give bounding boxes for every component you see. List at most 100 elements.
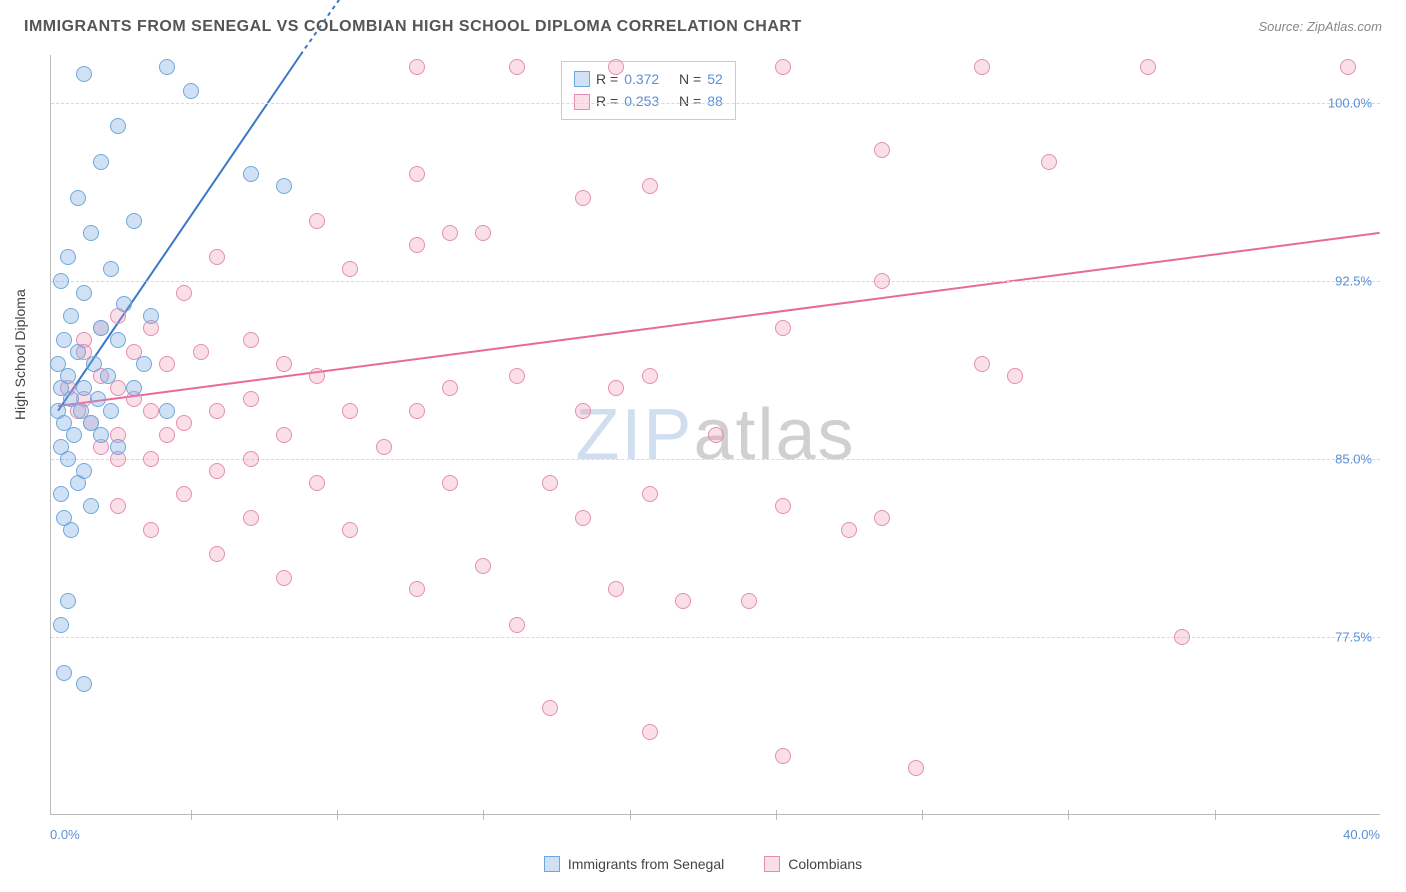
point-colombians bbox=[874, 142, 890, 158]
point-senegal bbox=[76, 66, 92, 82]
point-senegal bbox=[56, 332, 72, 348]
point-senegal bbox=[110, 439, 126, 455]
point-colombians bbox=[1007, 368, 1023, 384]
point-colombians bbox=[243, 332, 259, 348]
point-senegal bbox=[53, 486, 69, 502]
point-senegal bbox=[159, 59, 175, 75]
point-colombians bbox=[176, 285, 192, 301]
x-axis-end: 40.0% bbox=[1343, 827, 1380, 842]
point-senegal bbox=[110, 332, 126, 348]
point-colombians bbox=[176, 415, 192, 431]
point-colombians bbox=[1140, 59, 1156, 75]
point-colombians bbox=[675, 593, 691, 609]
point-colombians bbox=[159, 427, 175, 443]
x-tick bbox=[1215, 810, 1216, 820]
point-colombians bbox=[475, 225, 491, 241]
x-tick bbox=[922, 810, 923, 820]
y-tick-label: 85.0% bbox=[1335, 451, 1372, 466]
legend-item-colombians: Colombians bbox=[764, 856, 862, 872]
point-colombians bbox=[342, 261, 358, 277]
point-colombians bbox=[209, 463, 225, 479]
y-tick-label: 100.0% bbox=[1328, 95, 1372, 110]
point-senegal bbox=[90, 391, 106, 407]
point-colombians bbox=[775, 498, 791, 514]
point-senegal bbox=[103, 403, 119, 419]
point-senegal bbox=[63, 522, 79, 538]
point-colombians bbox=[874, 510, 890, 526]
point-senegal bbox=[60, 593, 76, 609]
point-colombians bbox=[1041, 154, 1057, 170]
point-colombians bbox=[642, 178, 658, 194]
point-senegal bbox=[136, 356, 152, 372]
point-colombians bbox=[342, 403, 358, 419]
y-axis-label: High School Diploma bbox=[12, 289, 28, 420]
point-senegal bbox=[126, 380, 142, 396]
point-colombians bbox=[575, 403, 591, 419]
point-colombians bbox=[708, 427, 724, 443]
point-colombians bbox=[1174, 629, 1190, 645]
x-axis-start: 0.0% bbox=[50, 827, 80, 842]
point-senegal bbox=[66, 427, 82, 443]
point-colombians bbox=[542, 700, 558, 716]
point-colombians bbox=[775, 320, 791, 336]
point-colombians bbox=[143, 451, 159, 467]
point-senegal bbox=[116, 296, 132, 312]
point-colombians bbox=[243, 510, 259, 526]
plot-area: ZIPatlas R = 0.372 N = 52 R = 0.253 N = … bbox=[50, 55, 1380, 815]
point-colombians bbox=[542, 475, 558, 491]
trend-line bbox=[58, 233, 1380, 406]
point-colombians bbox=[442, 380, 458, 396]
point-colombians bbox=[409, 403, 425, 419]
chart-title: IMMIGRANTS FROM SENEGAL VS COLOMBIAN HIG… bbox=[24, 18, 802, 36]
point-colombians bbox=[209, 546, 225, 562]
point-colombians bbox=[509, 59, 525, 75]
point-colombians bbox=[376, 439, 392, 455]
point-senegal bbox=[53, 273, 69, 289]
point-colombians bbox=[409, 166, 425, 182]
stats-row-senegal: R = 0.372 N = 52 bbox=[574, 68, 723, 90]
x-tick bbox=[1068, 810, 1069, 820]
point-senegal bbox=[70, 475, 86, 491]
point-senegal bbox=[60, 249, 76, 265]
y-tick-label: 77.5% bbox=[1335, 629, 1372, 644]
point-colombians bbox=[143, 522, 159, 538]
y-tick-label: 92.5% bbox=[1335, 273, 1372, 288]
point-colombians bbox=[642, 368, 658, 384]
point-colombians bbox=[193, 344, 209, 360]
point-senegal bbox=[76, 676, 92, 692]
point-colombians bbox=[209, 249, 225, 265]
x-tick bbox=[630, 810, 631, 820]
point-senegal bbox=[243, 166, 259, 182]
point-colombians bbox=[409, 59, 425, 75]
legend-label-colombians: Colombians bbox=[788, 856, 862, 872]
point-colombians bbox=[608, 581, 624, 597]
swatch-senegal bbox=[574, 71, 590, 87]
point-colombians bbox=[974, 356, 990, 372]
point-colombians bbox=[309, 213, 325, 229]
point-colombians bbox=[974, 59, 990, 75]
point-colombians bbox=[775, 748, 791, 764]
point-colombians bbox=[209, 403, 225, 419]
point-colombians bbox=[442, 475, 458, 491]
point-colombians bbox=[908, 760, 924, 776]
point-senegal bbox=[63, 308, 79, 324]
point-colombians bbox=[309, 368, 325, 384]
legend-label-senegal: Immigrants from Senegal bbox=[568, 856, 724, 872]
point-colombians bbox=[1340, 59, 1356, 75]
point-senegal bbox=[159, 403, 175, 419]
point-colombians bbox=[243, 451, 259, 467]
point-senegal bbox=[56, 665, 72, 681]
x-tick bbox=[191, 810, 192, 820]
point-colombians bbox=[642, 486, 658, 502]
swatch-senegal-icon bbox=[544, 856, 560, 872]
point-senegal bbox=[53, 617, 69, 633]
source-name: ZipAtlas.com bbox=[1307, 19, 1382, 34]
point-colombians bbox=[509, 617, 525, 633]
point-colombians bbox=[409, 237, 425, 253]
x-tick bbox=[776, 810, 777, 820]
x-tick bbox=[337, 810, 338, 820]
point-senegal bbox=[100, 368, 116, 384]
point-colombians bbox=[575, 190, 591, 206]
point-colombians bbox=[276, 427, 292, 443]
point-colombians bbox=[110, 498, 126, 514]
